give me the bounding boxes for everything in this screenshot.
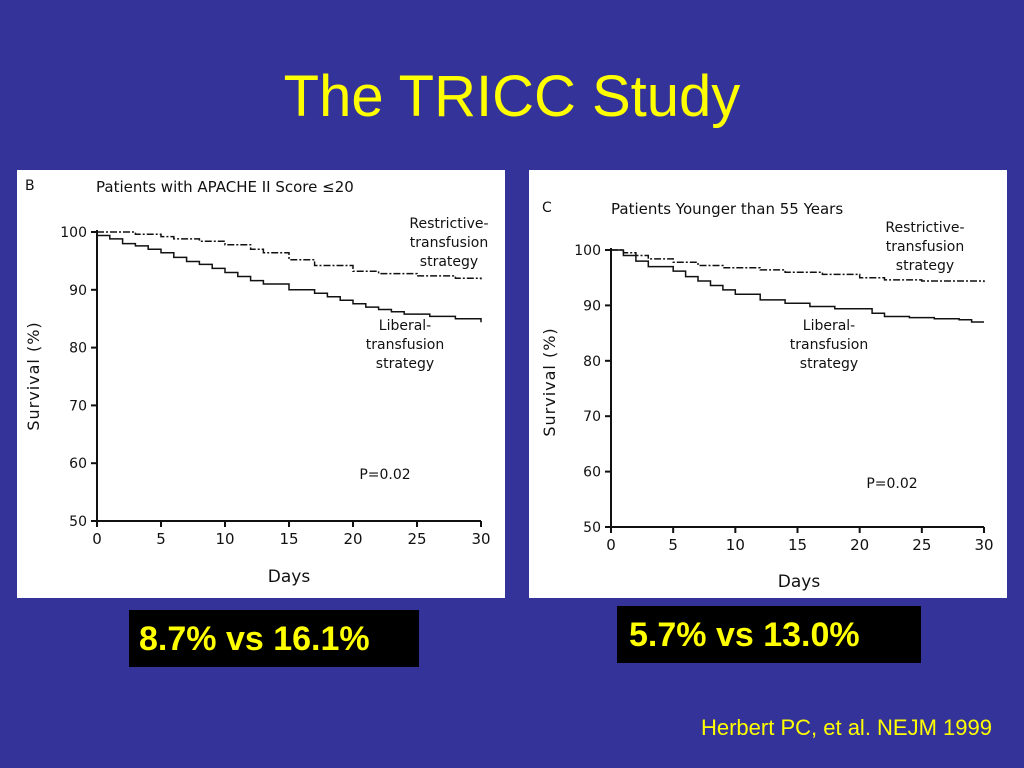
y-tick-label: 50	[69, 514, 87, 530]
y-axis-label: Survival (%)	[540, 327, 559, 436]
liberal-survival-line	[611, 249, 984, 323]
x-tick-label: 15	[788, 536, 807, 554]
restrictive-series-label: Restrictive-	[885, 220, 964, 236]
y-tick-label: 60	[583, 465, 601, 481]
chart-title: Patients Younger than 55 Years	[611, 200, 843, 218]
y-tick-label: 70	[583, 409, 601, 425]
citation: Herbert PC, et al. NEJM 1999	[700, 715, 992, 740]
y-axis-label: Survival (%)	[24, 321, 43, 430]
x-tick-label: 0	[606, 536, 616, 554]
x-tick-label: 0	[92, 530, 102, 548]
chart-panel-b: B Patients with APACHE II Score ≤20 50 60 70…	[17, 170, 505, 598]
liberal-series-label: strategy	[800, 356, 858, 372]
survival-chart-c: C Patients Younger than 55 Years506070809…	[540, 200, 994, 592]
p-value-annotation: P=0.02	[359, 467, 410, 483]
y-tick-label: 80	[583, 354, 601, 370]
slide-title: The TRICC Study	[283, 64, 741, 129]
restrictive-series-label: strategy	[420, 254, 478, 270]
y-tick-label: 60	[69, 456, 87, 472]
x-tick-label: 10	[215, 530, 234, 548]
restrictive-series-label: strategy	[896, 258, 954, 274]
p-value-annotation: P=0.02	[866, 476, 917, 492]
x-tick-label: 20	[343, 530, 362, 548]
y-tick-label: 100	[574, 243, 601, 259]
liberal-series-label: Liberal-	[379, 318, 431, 334]
x-tick-label: 25	[407, 530, 426, 548]
y-tick-label: 70	[69, 398, 87, 414]
x-tick-label: 30	[471, 530, 490, 548]
panel-letter: C	[542, 200, 552, 216]
y-tick-label: 90	[69, 283, 87, 299]
x-tick-label: 15	[279, 530, 298, 548]
result-box-c: 5.7% vs 13.0%	[617, 606, 921, 663]
y-tick-label: 90	[583, 298, 601, 314]
liberal-series-label: strategy	[376, 356, 434, 372]
liberal-survival-line	[97, 234, 482, 323]
restrictive-series-label: Restrictive-	[409, 216, 488, 232]
x-tick-label: 25	[912, 536, 931, 554]
x-tick-label: 10	[726, 536, 745, 554]
survival-chart-b: B Patients with APACHE II Score ≤20506070…	[24, 178, 491, 587]
y-tick-label: 80	[69, 341, 87, 357]
x-tick-label: 30	[974, 536, 993, 554]
liberal-series-label: Liberal-	[803, 318, 855, 334]
x-tick-label: 5	[668, 536, 678, 554]
x-axis-label: Days	[268, 567, 311, 587]
y-tick-label: 50	[583, 520, 601, 536]
result-box-b: 8.7% vs 16.1%	[129, 610, 419, 667]
panel-letter: B	[25, 178, 35, 194]
x-tick-label: 20	[850, 536, 869, 554]
restrictive-series-label: transfusion	[410, 235, 488, 251]
chart-title: Patients with APACHE II Score ≤20	[96, 178, 354, 196]
x-axis-label: Days	[778, 572, 821, 592]
liberal-series-label: transfusion	[366, 337, 444, 353]
restrictive-survival-line	[97, 231, 482, 280]
restrictive-survival-line	[611, 249, 985, 283]
y-tick-label: 100	[60, 225, 87, 241]
restrictive-series-label: transfusion	[886, 239, 964, 255]
x-tick-label: 5	[156, 530, 166, 548]
liberal-series-label: transfusion	[790, 337, 868, 353]
chart-panel-c: C Patients Younger than 55 Years 50 60 70 80 9…	[529, 170, 1007, 598]
